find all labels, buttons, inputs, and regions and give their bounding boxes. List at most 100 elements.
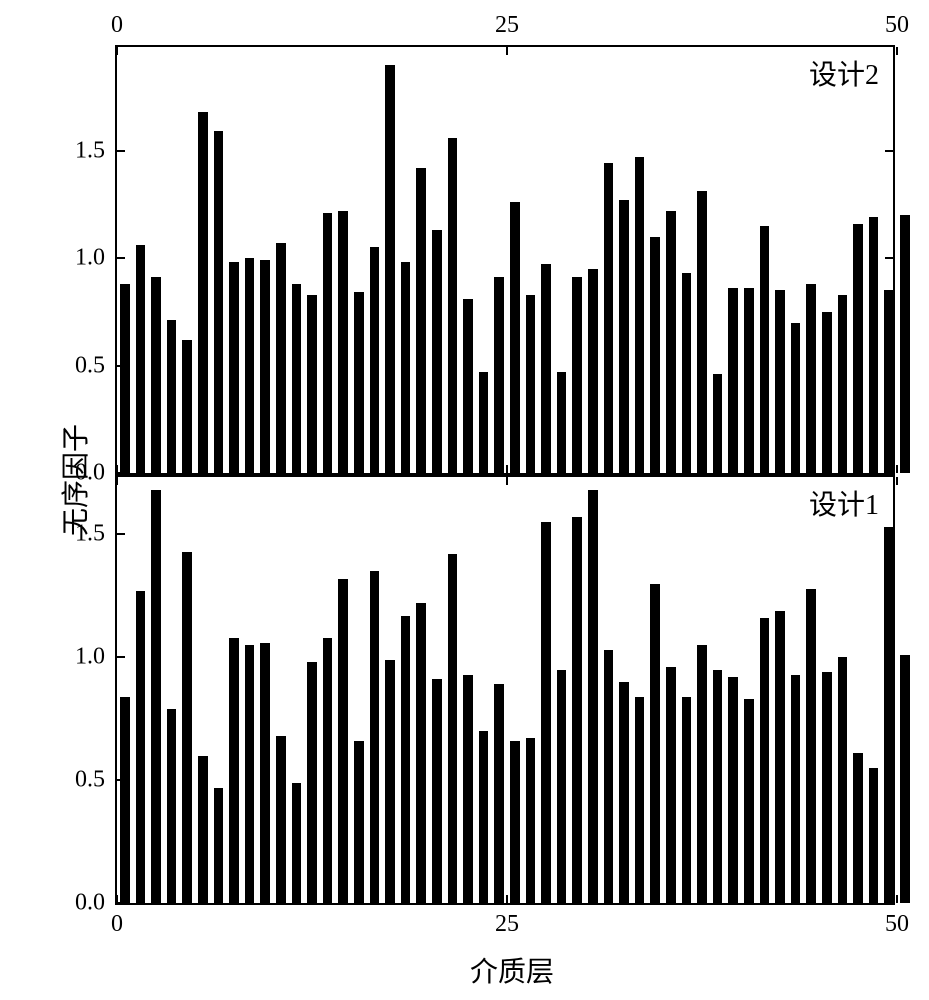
- panel-design-2: 设计2 0.00.51.01.502550: [115, 45, 895, 475]
- xtick-mark: [116, 465, 118, 473]
- bar: [338, 579, 348, 903]
- bar: [385, 65, 395, 474]
- xtick-mark: [116, 477, 118, 485]
- ytick-mark: [117, 150, 125, 152]
- x-axis-label: 介质层: [470, 950, 554, 990]
- bar: [541, 522, 551, 903]
- ytick-mark: [117, 779, 125, 781]
- bar: [666, 211, 676, 473]
- bar: [760, 618, 770, 903]
- ytick-mark: [885, 902, 893, 904]
- bar: [401, 262, 411, 473]
- ytick-mark: [117, 365, 125, 367]
- bar: [728, 677, 738, 903]
- ytick-label: 1.5: [75, 137, 105, 164]
- bar: [853, 224, 863, 473]
- bar: [120, 284, 130, 473]
- bar: [635, 157, 645, 473]
- ytick-label: 1.5: [75, 521, 105, 548]
- bar: [806, 589, 816, 904]
- xtick-mark: [506, 465, 508, 473]
- bar: [838, 295, 848, 473]
- bar: [541, 264, 551, 473]
- bar: [572, 277, 582, 473]
- xtick-mark: [506, 895, 508, 903]
- bar: [463, 675, 473, 904]
- ytick-label: 0.5: [75, 767, 105, 794]
- bar: [307, 295, 317, 473]
- ytick-label: 0.5: [75, 352, 105, 379]
- bar: [900, 215, 910, 473]
- bar: [276, 736, 286, 903]
- bar: [869, 768, 879, 903]
- bar: [869, 217, 879, 473]
- bar: [323, 213, 333, 473]
- figure-container: 无序因子 介质层 设计2 0.00.51.01.502550 设计1 0.00.…: [0, 0, 929, 1000]
- bar: [260, 643, 270, 903]
- bar: [728, 288, 738, 473]
- xtick-label: 25: [495, 12, 519, 39]
- bar: [448, 554, 458, 903]
- ytick-mark: [117, 533, 125, 535]
- bar: [416, 603, 426, 903]
- bar: [229, 638, 239, 903]
- bar: [151, 277, 161, 473]
- xtick-mark: [896, 465, 898, 473]
- bar: [120, 697, 130, 903]
- bar: [884, 290, 894, 473]
- bar: [229, 262, 239, 473]
- bar: [806, 284, 816, 473]
- xtick-mark: [116, 47, 118, 55]
- bar: [432, 230, 442, 473]
- ytick-mark: [117, 902, 125, 904]
- bar: [635, 697, 645, 903]
- bar: [494, 277, 504, 473]
- ytick-mark: [885, 472, 893, 474]
- ytick-label: 0.0: [75, 460, 105, 487]
- xtick-mark: [896, 895, 898, 903]
- bar: [260, 260, 270, 473]
- bar: [182, 552, 192, 903]
- bar: [682, 273, 692, 473]
- bar: [822, 672, 832, 903]
- bar: [697, 191, 707, 473]
- bar: [604, 163, 614, 473]
- bar: [682, 697, 692, 903]
- bar: [245, 645, 255, 903]
- bar: [385, 660, 395, 903]
- bar: [354, 292, 364, 473]
- xtick-label: 25: [495, 911, 519, 938]
- bar: [744, 699, 754, 903]
- bar: [198, 112, 208, 473]
- bar: [619, 682, 629, 903]
- bar: [526, 295, 536, 473]
- bar: [713, 670, 723, 903]
- bar: [650, 237, 660, 474]
- bar: [791, 675, 801, 904]
- bar: [479, 731, 489, 903]
- bar: [557, 670, 567, 903]
- bar: [432, 679, 442, 903]
- ytick-label: 1.0: [75, 245, 105, 272]
- ytick-mark: [885, 257, 893, 259]
- bars-design-2: [117, 47, 893, 473]
- bar: [760, 226, 770, 473]
- bar: [338, 211, 348, 473]
- bar: [900, 655, 910, 903]
- ytick-mark: [885, 533, 893, 535]
- panel-design-1: 设计1 0.00.51.01.502550: [115, 475, 895, 905]
- bar: [292, 284, 302, 473]
- bar: [354, 741, 364, 903]
- bar: [276, 243, 286, 473]
- bar: [697, 645, 707, 903]
- bar: [463, 299, 473, 473]
- ytick-mark: [885, 779, 893, 781]
- bar: [167, 709, 177, 903]
- bar: [307, 662, 317, 903]
- bar: [744, 288, 754, 473]
- bar: [838, 657, 848, 903]
- xtick-mark: [506, 477, 508, 485]
- ytick-mark: [885, 365, 893, 367]
- bar: [198, 756, 208, 903]
- bar: [136, 245, 146, 473]
